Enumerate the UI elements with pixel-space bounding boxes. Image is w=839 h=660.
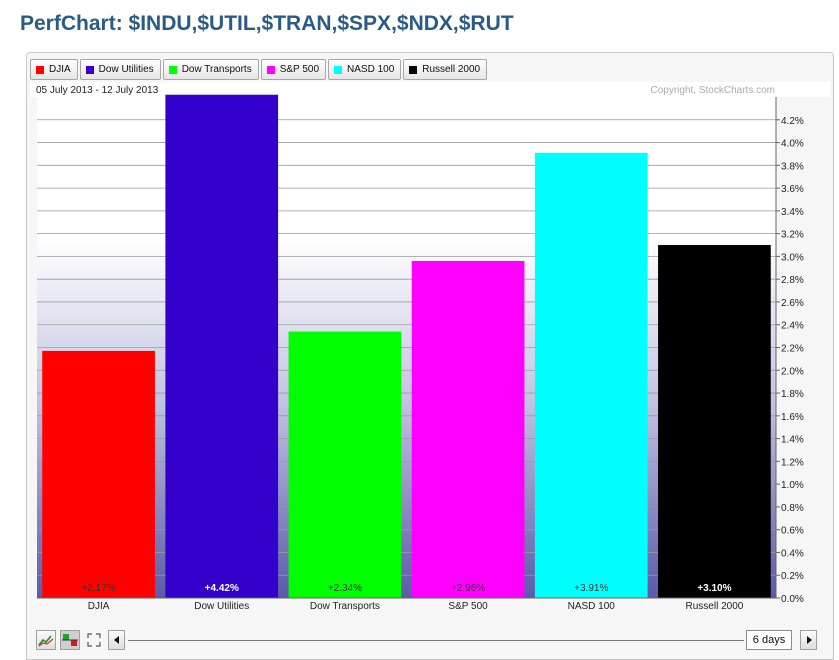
y-tick-label: 2.8% bbox=[781, 275, 804, 286]
plot-header-strip bbox=[30, 82, 830, 97]
y-tick-label: 0.2% bbox=[781, 571, 804, 582]
period-label[interactable]: 6 days bbox=[746, 630, 792, 650]
bar[interactable] bbox=[658, 245, 771, 599]
bar[interactable] bbox=[534, 152, 648, 598]
legend-label: Russell 2000 bbox=[422, 64, 481, 75]
bar-value-label: +4.42% bbox=[205, 583, 239, 594]
y-tick-label: 3.2% bbox=[781, 230, 804, 241]
grid-lines bbox=[37, 119, 776, 576]
y-tick-label: 3.4% bbox=[781, 207, 804, 218]
bar-value-label: +2.34% bbox=[328, 583, 362, 594]
legend-item[interactable]: Dow Transports bbox=[162, 59, 259, 80]
date-range-label: 05 July 2013 - 12 July 2013 bbox=[36, 85, 159, 96]
y-tick-label: 0.4% bbox=[781, 548, 804, 559]
x-tick-label: Dow Transports bbox=[310, 601, 380, 612]
range-slider-track[interactable] bbox=[128, 640, 744, 641]
legend-label: Dow Utilities bbox=[98, 64, 154, 75]
bar-value-label: +2.96% bbox=[451, 583, 485, 594]
legend-bar: DJIA Dow Utilities Dow Transports S&P 500 NA… bbox=[30, 59, 488, 81]
y-tick-label: 3.6% bbox=[781, 184, 804, 195]
x-tick-label: Dow Utilities bbox=[194, 601, 249, 612]
legend-item[interactable]: NASD 100 bbox=[328, 59, 402, 80]
legend-swatch bbox=[266, 65, 275, 74]
legend-item[interactable]: Dow Utilities bbox=[79, 59, 161, 80]
page-title: PerfChart: $INDU,$UTIL,$TRAN,$SPX,$NDX,$… bbox=[20, 12, 514, 35]
y-tick-label: 0.0% bbox=[781, 594, 804, 605]
copyright-label: Copyright, StockCharts.com bbox=[651, 85, 776, 96]
x-tick-label: NASD 100 bbox=[568, 601, 616, 612]
triangle-left-icon[interactable] bbox=[108, 630, 125, 650]
legend-item[interactable]: S&P 500 bbox=[260, 59, 327, 80]
y-tick-label: 1.4% bbox=[781, 435, 804, 446]
legend-item[interactable]: DJIA bbox=[30, 59, 78, 80]
bars: +2.17% +4.42% +2.34% +2.96% +3.91% +3.10% bbox=[42, 94, 771, 599]
y-tick-label: 2.6% bbox=[781, 298, 804, 309]
y-tick-label: 1.6% bbox=[781, 412, 804, 423]
y-tick-label: 4.0% bbox=[781, 139, 804, 150]
legend-swatch bbox=[36, 65, 44, 74]
y-tick-label: 2.4% bbox=[781, 321, 804, 332]
legend-label: S&P 500 bbox=[279, 64, 320, 75]
perf-chart: 05 July 2013 - 12 July 2013 Copyright, S… bbox=[30, 82, 830, 612]
y-tick-label: 3.8% bbox=[781, 161, 804, 172]
legend-label: DJIA bbox=[49, 64, 71, 75]
x-tick-label: Russell 2000 bbox=[686, 601, 744, 612]
y-tick-label: 3.0% bbox=[781, 252, 804, 263]
bottom-toolbar: 6 days bbox=[30, 628, 820, 656]
y-tick-label: 1.2% bbox=[781, 457, 804, 468]
fullscreen-icon[interactable] bbox=[84, 630, 104, 650]
line-chart-icon[interactable] bbox=[36, 630, 56, 650]
legend-label: Dow Transports bbox=[181, 64, 252, 75]
bar[interactable] bbox=[42, 350, 155, 598]
y-tick-label: 2.2% bbox=[781, 344, 804, 355]
y-tick-label: 1.8% bbox=[781, 389, 804, 400]
y-tick-label: 4.2% bbox=[781, 116, 804, 127]
y-tick-label: 0.6% bbox=[781, 526, 804, 537]
legend-swatch bbox=[85, 65, 94, 74]
legend-swatch bbox=[334, 65, 343, 74]
triangle-right-icon[interactable] bbox=[800, 630, 817, 650]
bar-value-label: +3.10% bbox=[697, 583, 731, 594]
y-tick-label: 1.0% bbox=[781, 480, 804, 491]
legend-swatch bbox=[409, 65, 418, 74]
legend-label: NASD 100 bbox=[347, 64, 395, 75]
bar-value-label: +2.17% bbox=[81, 583, 115, 594]
bar-value-label: +3.91% bbox=[574, 583, 608, 594]
bar-chart-icon[interactable] bbox=[60, 630, 80, 650]
bar[interactable] bbox=[165, 94, 279, 599]
x-axis-labels: DJIA Dow Utilities Dow Transports S&P 500 NA… bbox=[88, 601, 744, 612]
x-tick-label: DJIA bbox=[88, 601, 110, 612]
y-tick-label: 0.8% bbox=[781, 503, 804, 514]
bar[interactable] bbox=[411, 260, 525, 598]
y-axis-ticks: 0.0% 0.2% 0.4% 0.6% 0.8% 1.0% 1.2% 1.4% 1.6% 1.8%… bbox=[776, 116, 804, 605]
legend-swatch bbox=[168, 65, 177, 74]
legend-item[interactable]: Russell 2000 bbox=[403, 59, 488, 80]
x-tick-label: S&P 500 bbox=[448, 601, 488, 612]
y-tick-label: 2.0% bbox=[781, 366, 804, 377]
bar[interactable] bbox=[288, 331, 402, 598]
